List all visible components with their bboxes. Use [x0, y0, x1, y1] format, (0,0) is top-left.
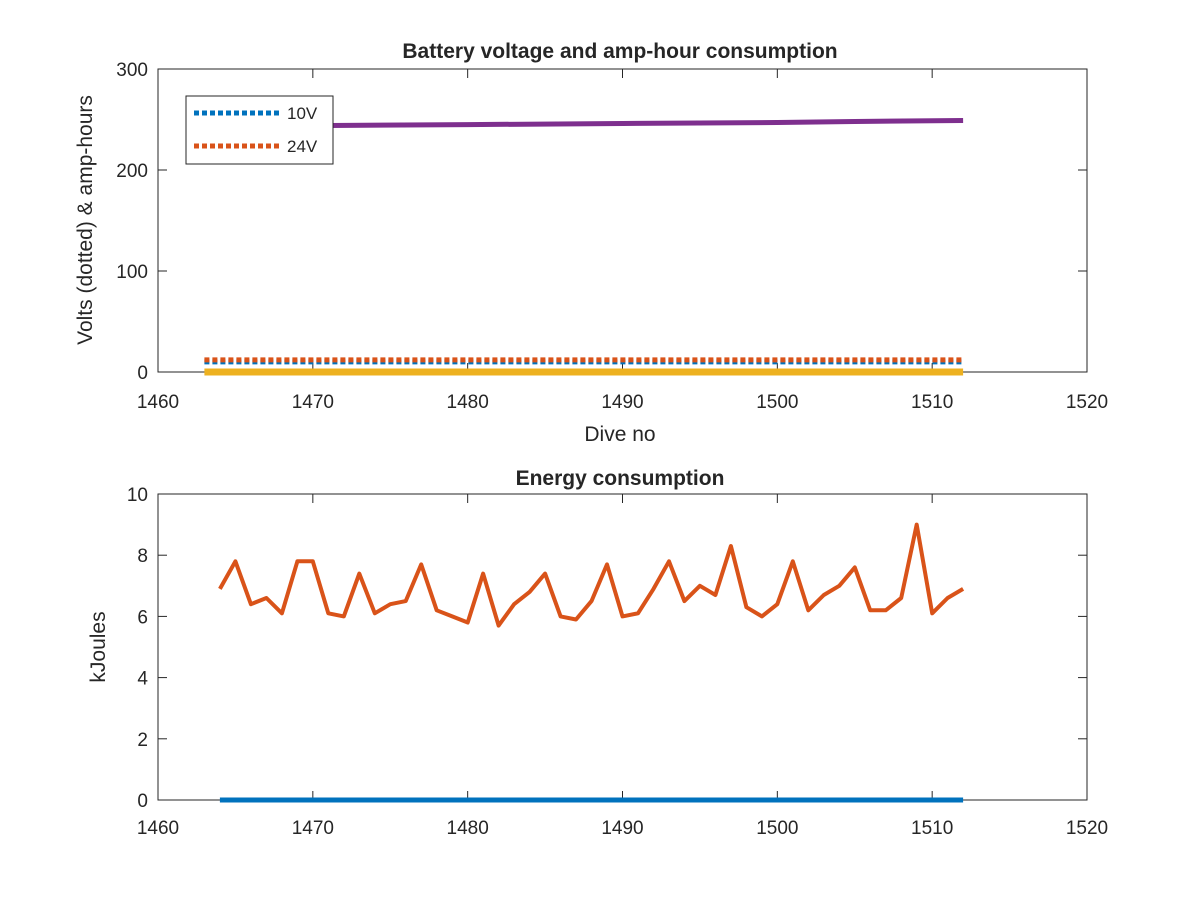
voltage-x-tick-label: 1480	[447, 392, 489, 413]
energy-series-line-1	[218, 522, 965, 628]
energy-x-tick-label: 1480	[447, 818, 489, 839]
energy-y-tick-label: 10	[127, 485, 148, 506]
voltage-x-tick-label: 1470	[292, 392, 334, 413]
voltage-y-tick-label: 300	[116, 60, 148, 81]
energy-x-tick-label: 1500	[756, 818, 798, 839]
voltage-y-ticks: 0 100 200 300	[116, 60, 1087, 384]
energy-x-tick-label: 1490	[601, 818, 643, 839]
voltage-x-axis-label: Dive no	[584, 423, 655, 446]
legend-label-10v: 10V	[287, 104, 318, 123]
voltage-y-axis-label: Volts (dotted) & amp-hours	[74, 95, 97, 345]
energy-y-axis-label: kJoules	[87, 611, 110, 682]
voltage-x-tick-label: 1510	[911, 392, 953, 413]
energy-y-tick-label: 2	[137, 730, 148, 751]
energy-x-tick-label: 1520	[1066, 818, 1108, 839]
energy-y-ticks: 0 2 4 6 8 10	[127, 485, 1087, 812]
legend-label-24v: 24V	[287, 137, 318, 156]
voltage-subplot: Battery voltage and amp-hour consumption…	[74, 40, 1108, 446]
energy-x-tick-label: 1470	[292, 818, 334, 839]
voltage-y-tick-label: 0	[137, 363, 148, 384]
legend-box	[185, 95, 334, 165]
energy-x-ticks: 1460 1470 1480 1490 1500 1510 1520	[137, 494, 1108, 839]
energy-series	[218, 522, 965, 803]
voltage-x-tick-label: 1460	[137, 392, 179, 413]
voltage-y-tick-label: 200	[116, 161, 148, 182]
voltage-x-ticks: 1460 1470 1480 1490 1500 1510 1520	[137, 69, 1108, 413]
voltage-x-tick-label: 1520	[1066, 392, 1108, 413]
energy-y-tick-label: 0	[137, 791, 148, 812]
energy-y-tick-label: 6	[137, 607, 148, 628]
energy-y-tick-label: 4	[137, 669, 148, 690]
voltage-legend: 10V 24V	[185, 95, 334, 165]
voltage-x-tick-label: 1490	[601, 392, 643, 413]
voltage-x-tick-label: 1500	[756, 392, 798, 413]
energy-y-tick-label: 8	[137, 546, 148, 567]
voltage-chart-title: Battery voltage and amp-hour consumption	[402, 40, 837, 63]
voltage-y-tick-label: 100	[116, 262, 148, 283]
energy-plot-area	[157, 493, 1088, 801]
energy-chart-title: Energy consumption	[516, 467, 725, 490]
energy-x-tick-label: 1460	[137, 818, 179, 839]
energy-x-tick-label: 1510	[911, 818, 953, 839]
